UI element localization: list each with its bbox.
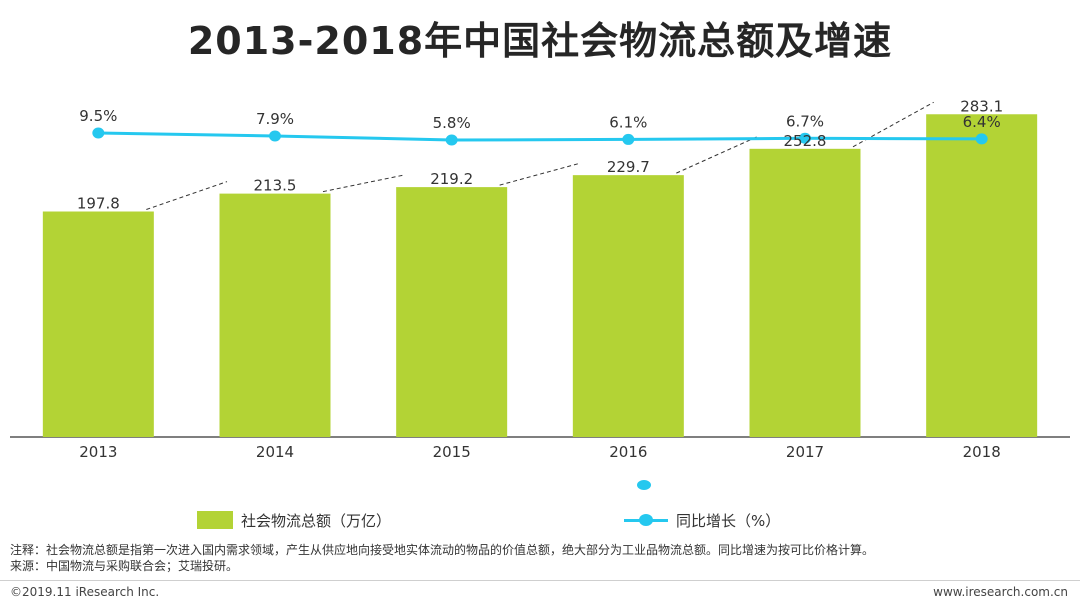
legend-item-total: 社会物流总额（万亿） bbox=[197, 508, 391, 532]
trend-segment bbox=[322, 174, 404, 193]
bar-value-label: 213.5 bbox=[254, 177, 297, 195]
chart-title: 2013-2018年中国社会物流总额及增速 bbox=[187, 19, 893, 63]
x-tick-label: 2015 bbox=[433, 443, 471, 461]
x-tick-label: 2018 bbox=[963, 443, 1001, 461]
growth-value-label: 6.1% bbox=[609, 113, 647, 131]
bar-2013 bbox=[42, 211, 154, 437]
footer-divider bbox=[0, 580, 1080, 581]
footer-website: www.iresearch.com.cn bbox=[933, 585, 1068, 599]
growth-point bbox=[445, 134, 458, 146]
chart-source: 来源：中国物流与采购联合会；艾瑞投研。 bbox=[10, 559, 239, 573]
legend-stray-marker bbox=[637, 480, 651, 490]
growth-line bbox=[98, 131, 982, 142]
growth-value-label: 7.9% bbox=[256, 110, 294, 128]
x-tick-label: 2017 bbox=[786, 443, 824, 461]
growth-value-label: 9.5% bbox=[79, 107, 117, 125]
bar-value-label: 219.2 bbox=[430, 170, 473, 188]
bar-value-label: 197.8 bbox=[77, 195, 120, 213]
growth-point bbox=[622, 133, 635, 145]
bar-2018 bbox=[926, 114, 1038, 438]
x-tick-label: 2013 bbox=[79, 443, 117, 461]
trend-segment bbox=[499, 162, 581, 186]
x-tick-label: 2016 bbox=[609, 443, 647, 461]
footer-copyright: ©2019.11 iResearch Inc. bbox=[10, 585, 160, 599]
trend-segment bbox=[676, 136, 758, 174]
trend-segment bbox=[146, 181, 228, 210]
growth-point bbox=[269, 130, 281, 142]
growth-value-label: 5.8% bbox=[433, 114, 471, 132]
bar-value-label: 229.7 bbox=[607, 158, 650, 176]
bar-2017 bbox=[749, 148, 861, 438]
legend-bar-swatch bbox=[197, 511, 233, 529]
bar-value-label: 283.1 bbox=[960, 97, 1003, 115]
bar-value-label: 252.8 bbox=[784, 132, 827, 150]
growth-value-label: 6.7% bbox=[786, 112, 824, 130]
legend-label-growth: 同比增长（%） bbox=[676, 511, 781, 530]
legend-label-total: 社会物流总额（万亿） bbox=[241, 511, 392, 530]
growth-point bbox=[92, 127, 105, 139]
bar-2014 bbox=[219, 193, 331, 437]
growth-value-label: 6.4% bbox=[963, 113, 1001, 131]
x-tick-label: 2014 bbox=[256, 443, 294, 461]
chart-note: 注释：社会物流总额是指第一次进入国内需求领域，产生从供应地向接受地实体流动的物品… bbox=[10, 543, 875, 557]
bar-2016 bbox=[572, 175, 684, 437]
legend-line-swatch bbox=[624, 511, 668, 529]
legend-item-growth: 同比增长（%） bbox=[624, 508, 780, 532]
growth-point bbox=[799, 132, 811, 144]
growth-point bbox=[975, 133, 988, 145]
bar-2015 bbox=[396, 187, 508, 437]
